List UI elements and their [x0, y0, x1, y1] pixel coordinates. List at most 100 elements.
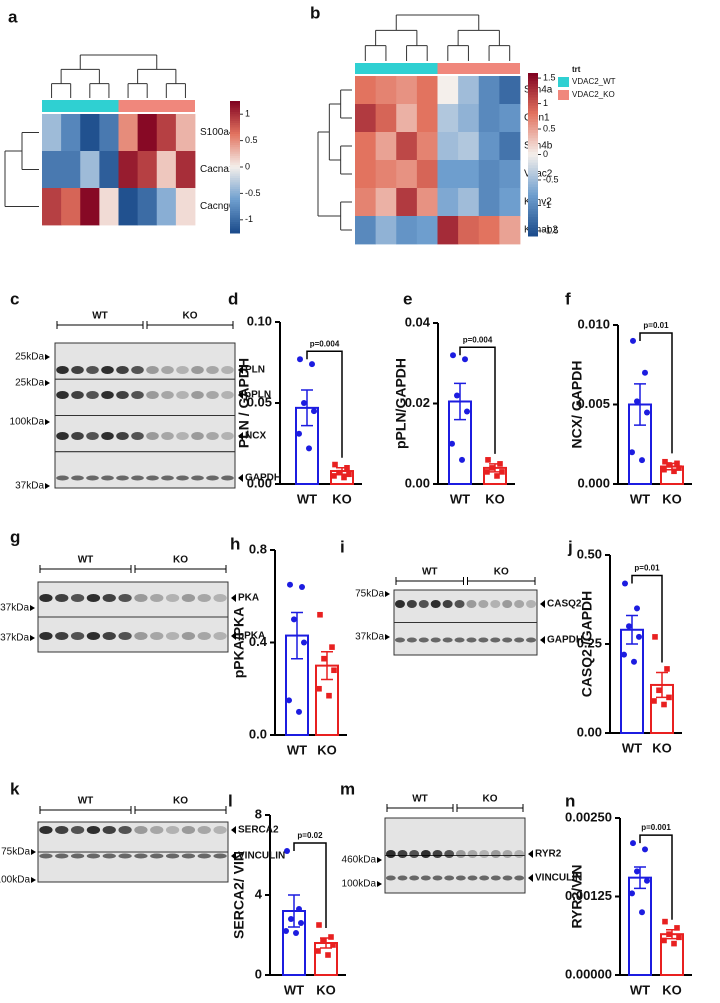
panel-letter: e: [403, 289, 412, 308]
panel-letter: b: [310, 3, 320, 22]
data-point: [344, 465, 350, 471]
group-bracket: [39, 806, 132, 814]
data-point: [298, 920, 304, 926]
colorbar-label: 1: [245, 109, 250, 119]
blot-band: [181, 826, 196, 834]
colorbar-slice: [528, 108, 538, 112]
y-axis-label: pPKA/PKA: [231, 607, 247, 679]
heatmap-cell: [355, 132, 377, 161]
blot-band: [206, 432, 219, 440]
heatmap-cell: [416, 188, 438, 217]
x-tick-label: WT: [450, 491, 470, 506]
colorbar-slice: [528, 233, 538, 237]
marker-arrow: [45, 419, 50, 425]
band-label: pPKA: [238, 631, 265, 642]
panel-letter: i: [340, 537, 345, 556]
blot-band: [71, 366, 84, 374]
blot-band: [102, 594, 116, 602]
blot-band: [70, 632, 85, 640]
marker-arrow: [30, 605, 35, 611]
group-bracket: [134, 565, 227, 573]
colorbar-slice: [528, 176, 538, 180]
heatmap-cell: [175, 188, 196, 226]
x-tick-label: WT: [630, 491, 650, 506]
blot-band: [71, 391, 84, 399]
blot-band: [444, 875, 455, 881]
heatmap-cell: [437, 216, 459, 245]
colorbar-slice: [230, 171, 240, 175]
colorbar-slice: [528, 121, 538, 126]
data-point: [296, 708, 302, 715]
data-point: [661, 466, 667, 473]
data-point: [676, 934, 682, 941]
colorbar-slice: [528, 89, 538, 93]
blot-band: [502, 850, 513, 858]
x-tick-label: WT: [284, 982, 304, 997]
blot-band: [146, 475, 159, 481]
p-value: p=0.004: [310, 339, 340, 348]
y-tick-label: 0: [255, 966, 262, 981]
colorbar-slice: [230, 200, 240, 203]
colorbar-slice: [230, 125, 240, 128]
blot-band: [102, 632, 116, 640]
y-tick-label: 0.010: [577, 316, 610, 331]
data-point: [291, 616, 297, 623]
blot-band: [406, 600, 417, 608]
p-value: p=0.02: [297, 831, 323, 840]
blot-band: [197, 594, 211, 602]
heatmap-cell: [499, 188, 521, 217]
p-value: p=0.01: [634, 564, 660, 573]
blot-band: [213, 594, 227, 602]
group-label: KO: [494, 567, 509, 578]
blot-band: [181, 853, 196, 859]
y-tick-label: 0.00: [405, 475, 430, 490]
colorbar-slice: [230, 120, 240, 124]
y-axis-label: RYR2/VIN: [569, 864, 585, 928]
heatmap-cell: [42, 151, 62, 189]
band-label: PLN: [245, 365, 265, 376]
data-point: [341, 474, 347, 481]
significance-bracket: [639, 332, 673, 454]
panel-letter: m: [340, 779, 355, 798]
blot-band: [71, 475, 84, 481]
marker-label: 25kDa: [15, 378, 44, 389]
blot-band: [71, 432, 84, 440]
blot-strip: [37, 821, 229, 853]
blot-band: [55, 594, 69, 602]
colorbar-slice: [230, 129, 240, 133]
heatmap-cell: [375, 216, 397, 245]
colorbar-slice: [230, 123, 240, 126]
blot-band: [70, 826, 85, 834]
data-point: [284, 848, 290, 854]
blot-band: [134, 853, 148, 859]
colorbar-slice: [230, 107, 240, 111]
x-tick-label: KO: [316, 982, 336, 997]
blot-band: [197, 853, 211, 859]
colorbar-slice: [528, 222, 538, 226]
marker-arrow: [45, 380, 50, 386]
heatmap-cell: [137, 188, 158, 226]
data-point: [494, 473, 500, 479]
group-label: KO: [483, 794, 498, 805]
band-label: GAPDH: [245, 473, 281, 484]
colorbar-slice: [230, 138, 240, 142]
data-point: [651, 698, 657, 704]
colorbar-slice: [230, 109, 240, 113]
panel-letter: h: [230, 534, 240, 553]
heatmap-cell: [499, 76, 521, 105]
colorbar-slice: [528, 173, 538, 177]
blot-band: [70, 853, 85, 859]
row-label: Vdac2: [524, 169, 553, 180]
heatmap-cell: [499, 104, 521, 133]
heatmap-cell: [478, 188, 500, 217]
colorbar-slice: [230, 160, 240, 164]
heatmap-cell: [137, 114, 158, 152]
y-tick-label: 0.00125: [565, 888, 612, 903]
colorbar-slice: [528, 119, 538, 123]
band-label: VINCULIN: [238, 851, 285, 862]
band-label: SERCA2: [238, 825, 279, 836]
legend-swatch: [558, 77, 569, 87]
heatmap-cell: [118, 151, 139, 189]
blot-band: [191, 391, 204, 399]
band-label: NCX: [245, 431, 266, 442]
